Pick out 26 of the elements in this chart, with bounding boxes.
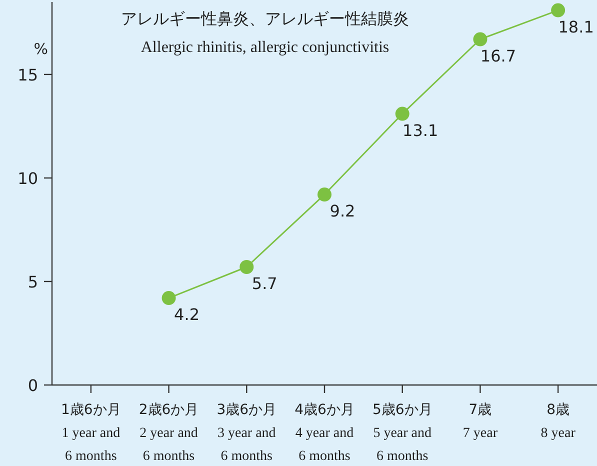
- x-tick-label: 8歳 8 year: [540, 402, 576, 441]
- x-tick-label: 4歳6か月 4 year and 6 months: [294, 402, 354, 464]
- point: [162, 291, 176, 306]
- x-tick-label: 2歳6か月 2 year and 6 months: [138, 402, 199, 464]
- x-tick-label: 7歳 7 year: [462, 402, 498, 441]
- text: Allergic rhinitis, allergic conjunctivitis: [140, 39, 390, 56]
- data-label: 4.2: [174, 305, 200, 324]
- data-label: 18.1: [558, 17, 594, 36]
- point: [473, 32, 488, 46]
- y-tick-label: 0: [28, 376, 38, 395]
- data-label: 16.7: [480, 46, 516, 66]
- point: [395, 106, 410, 121]
- y-tick-label: 5: [28, 272, 38, 292]
- text: アレルギー性鼻炎、アレルギー性結膜炎: [121, 9, 409, 28]
- data-label: 5.7: [252, 274, 278, 293]
- y-tick-label: 10: [18, 168, 38, 188]
- y-tick-label: 15: [18, 65, 38, 84]
- y-axis-title: %: [34, 40, 48, 58]
- point: [551, 3, 566, 18]
- x-tick-label: 3歳6か月 3 year and 6 months: [216, 402, 277, 464]
- x-tick-label: 1歳6か月 1 year and 6 months: [61, 402, 121, 464]
- point: [318, 188, 332, 202]
- point: [240, 260, 254, 274]
- x-tick-label: 5歳6か月 5 year and 6 months: [372, 402, 432, 464]
- data-label: 9.2: [330, 202, 356, 221]
- data-label: 13.1: [402, 120, 438, 140]
